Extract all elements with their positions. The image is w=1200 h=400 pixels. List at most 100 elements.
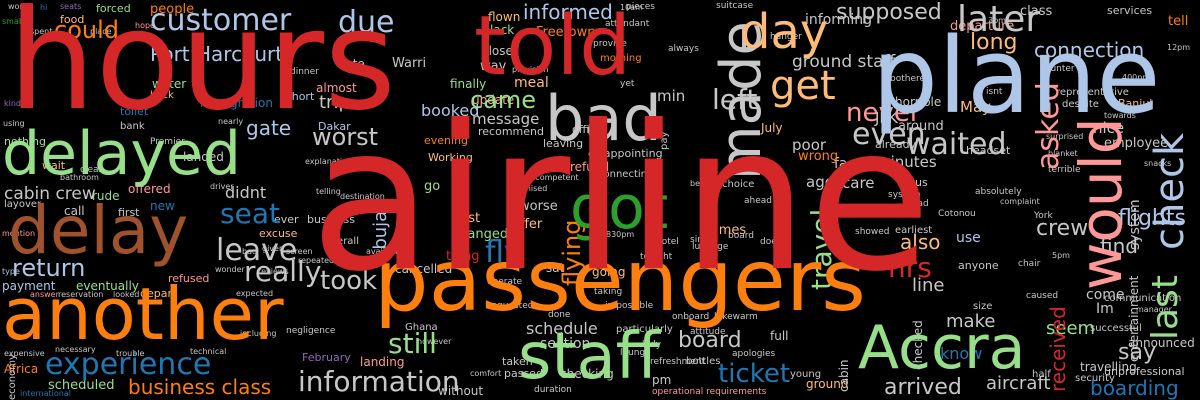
word: wrong bbox=[798, 149, 839, 164]
word: food bbox=[60, 13, 85, 26]
word: aircraft bbox=[986, 373, 1051, 394]
word: offer bbox=[512, 217, 543, 232]
word: promised bbox=[510, 184, 548, 193]
word: lounge bbox=[620, 348, 651, 358]
word: finally bbox=[450, 77, 487, 91]
word: leaving bbox=[543, 137, 584, 150]
word: close bbox=[482, 44, 513, 58]
word: refund bbox=[570, 160, 610, 174]
word: overall bbox=[325, 236, 359, 247]
word: onboard bbox=[672, 312, 710, 322]
word: spent bbox=[30, 27, 53, 36]
word: already bbox=[875, 138, 917, 151]
word: communication bbox=[1104, 293, 1182, 304]
word: get bbox=[770, 63, 836, 109]
word: destination bbox=[340, 192, 385, 201]
word: come bbox=[1086, 287, 1125, 303]
word: bathroom bbox=[60, 173, 99, 182]
word: Freetown bbox=[536, 25, 596, 40]
word: offered bbox=[128, 182, 171, 196]
word: type bbox=[2, 267, 20, 276]
word: system bbox=[888, 190, 921, 200]
word: Working bbox=[428, 151, 473, 164]
word: answer bbox=[30, 290, 59, 299]
word: taken bbox=[502, 355, 533, 368]
word: worse bbox=[519, 199, 558, 214]
word: provision bbox=[512, 65, 549, 74]
word: leave bbox=[216, 233, 298, 268]
word: past bbox=[452, 211, 481, 226]
word: bothered bbox=[890, 74, 931, 84]
word: services bbox=[1107, 4, 1153, 17]
word: anyone bbox=[958, 259, 999, 272]
word: particularly bbox=[616, 324, 673, 335]
word: office bbox=[572, 123, 603, 136]
word: repeatedly bbox=[298, 256, 342, 265]
word: scheduled bbox=[48, 378, 115, 393]
word: section bbox=[540, 336, 591, 352]
word: security bbox=[1075, 373, 1115, 384]
word: caused bbox=[1026, 291, 1059, 301]
word: trip bbox=[319, 92, 350, 113]
word: tell bbox=[1168, 14, 1189, 29]
word: expensive bbox=[4, 349, 45, 358]
word: changed bbox=[452, 227, 509, 242]
word: entertainment bbox=[1127, 275, 1141, 362]
word: toilet bbox=[120, 105, 149, 118]
word: bottles bbox=[686, 356, 721, 367]
word: make bbox=[946, 311, 996, 332]
word: call bbox=[64, 204, 85, 218]
word: luggage bbox=[692, 242, 729, 252]
word: landing bbox=[360, 355, 405, 369]
word: still bbox=[388, 327, 437, 360]
word: new bbox=[150, 199, 175, 213]
word: JFK bbox=[875, 109, 898, 127]
word: fact bbox=[834, 156, 861, 172]
word: place bbox=[90, 27, 112, 36]
word: arrived bbox=[884, 375, 962, 400]
word: hotel bbox=[656, 237, 679, 247]
word: sat bbox=[546, 261, 565, 275]
word: earliest bbox=[895, 225, 933, 236]
word: would bbox=[1067, 117, 1135, 290]
word: left bbox=[712, 83, 758, 116]
word: informing bbox=[805, 12, 873, 28]
word: Africa bbox=[4, 362, 39, 376]
word: even bbox=[852, 117, 926, 152]
word: unprofessional bbox=[1104, 365, 1185, 378]
word: Dakar bbox=[318, 120, 351, 133]
word: towards bbox=[1104, 111, 1136, 120]
word: class bbox=[1020, 4, 1053, 19]
word: 830pm bbox=[606, 230, 635, 239]
word: hope bbox=[135, 21, 155, 30]
word: done bbox=[548, 310, 571, 320]
word: iPad bbox=[910, 199, 929, 209]
word: checking bbox=[560, 367, 614, 381]
word: taking bbox=[594, 287, 623, 297]
word: boarding bbox=[1090, 376, 1179, 400]
word: surprised bbox=[1046, 132, 1084, 141]
word: ahead bbox=[744, 196, 772, 206]
word: nothing bbox=[4, 135, 46, 148]
word: successful bbox=[1090, 323, 1142, 334]
word: going bbox=[592, 265, 626, 279]
word: told bbox=[474, 0, 632, 94]
word: poor bbox=[792, 136, 827, 154]
word: horrible bbox=[895, 95, 942, 109]
word: requested bbox=[488, 301, 534, 311]
word: kind bbox=[4, 99, 22, 108]
word: wonder bbox=[215, 265, 245, 274]
word: 3pm bbox=[988, 16, 1006, 25]
word: July bbox=[761, 121, 783, 135]
word: cabin crew bbox=[4, 184, 96, 204]
word: forced bbox=[96, 2, 131, 15]
word: morning bbox=[600, 53, 642, 64]
word: small bbox=[2, 17, 24, 26]
word: doesnt bbox=[760, 237, 791, 247]
word: complaint bbox=[1000, 197, 1040, 206]
word: Ghana bbox=[405, 322, 438, 333]
word: Banjul bbox=[1118, 97, 1153, 110]
word: isnt bbox=[986, 87, 1003, 97]
word: mention bbox=[2, 229, 36, 238]
word: came bbox=[470, 86, 537, 114]
